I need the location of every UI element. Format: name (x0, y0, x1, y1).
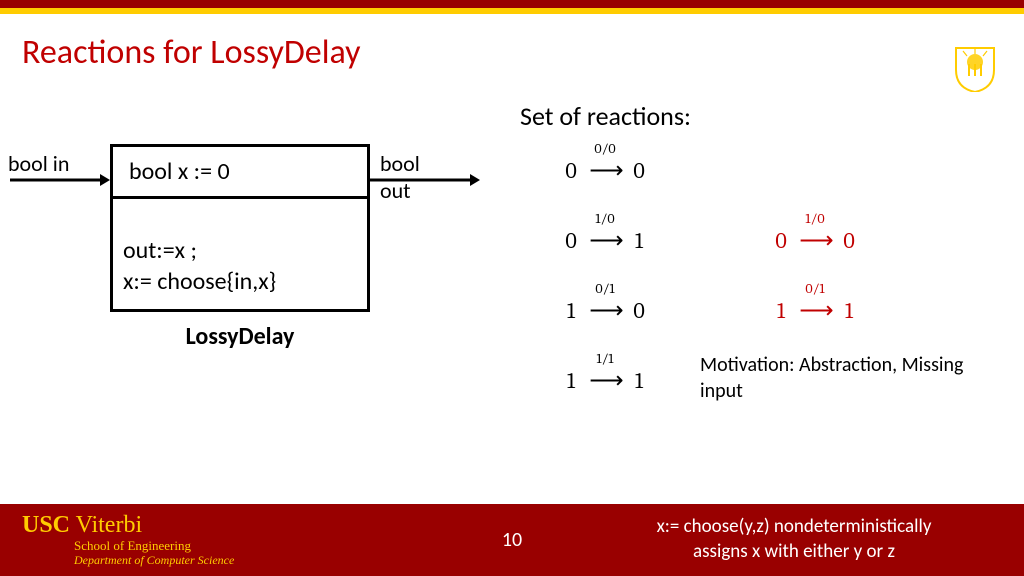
footer-note: x:= choose(y,z) nondeterministically ass… (594, 515, 994, 564)
state-from: 1 (560, 298, 582, 324)
usc-wordmark: USC (22, 512, 70, 538)
reaction-row: 10/1⟶010/1⟶1 (560, 276, 980, 346)
transition-arrow: 0/0⟶ (582, 158, 628, 184)
io-label: 0/0 (582, 140, 628, 157)
footer-note-l1: x:= choose(y,z) nondeterministically (594, 515, 994, 540)
footer-branding: USC Viterbi School of Engineering Depart… (0, 512, 234, 568)
state-to: 1 (628, 228, 650, 254)
box-line1: out:=x ; (123, 235, 357, 266)
viterbi-wordmark: Viterbi (70, 512, 142, 538)
usc-shield-icon (954, 46, 996, 92)
transition-arrow: 0/1⟶ (792, 298, 838, 324)
transition: 01/0⟶1 (560, 228, 680, 254)
box-line2: x:= choose{in,x} (123, 266, 357, 297)
state-from: 0 (560, 228, 582, 254)
arrow-icon: ⟶ (799, 226, 830, 254)
transition: 01/0⟶0 (770, 228, 890, 254)
transition: 11/1⟶1 (560, 368, 680, 394)
top-bar (0, 0, 1024, 8)
reaction-row: 01/0⟶101/0⟶0 (560, 206, 980, 276)
dept-name: Department of Computer Science (22, 554, 234, 568)
box-body: out:=x ; x:= choose{in,x} (113, 199, 367, 309)
arrow-out-icon (370, 170, 480, 190)
transition: 00/0⟶0 (560, 158, 680, 184)
state-to: 0 (628, 298, 650, 324)
reactions-heading: Set of reactions: (520, 100, 691, 132)
lossy-delay-diagram: bool in bool out bool x := 0 out:=x ; x:… (40, 144, 420, 351)
box-declaration: bool x := 0 (113, 147, 367, 199)
state-from: 1 (560, 368, 582, 394)
state-from: 0 (560, 158, 582, 184)
slide-title: Reactions for LossyDelay (0, 14, 1024, 73)
school-name: School of Engineering (22, 539, 234, 554)
state-from: 0 (770, 228, 792, 254)
transition-arrow: 1/0⟶ (792, 228, 838, 254)
reaction-row: 00/0⟶0 (560, 136, 980, 206)
io-label: 1/1 (582, 350, 628, 367)
footer-note-l2: assigns x with either y or z (594, 540, 994, 565)
arrow-icon: ⟶ (589, 226, 620, 254)
arrow-icon: ⟶ (799, 296, 830, 324)
state-to: 1 (628, 368, 650, 394)
state-to: 0 (838, 228, 860, 254)
state-to: 1 (838, 298, 860, 324)
transition: 10/1⟶1 (770, 298, 890, 324)
arrow-icon: ⟶ (589, 366, 620, 394)
arrow-icon: ⟶ (589, 296, 620, 324)
state-to: 0 (628, 158, 650, 184)
io-label: 0/1 (582, 280, 628, 297)
io-label: 0/1 (792, 280, 838, 297)
page-number: 10 (502, 528, 522, 552)
motivation-text: Motivation: Abstraction, Missing input (700, 352, 980, 404)
transition-arrow: 1/1⟶ (582, 368, 628, 394)
state-from: 1 (770, 298, 792, 324)
transition: 10/1⟶0 (560, 298, 680, 324)
component-box: bool x := 0 out:=x ; x:= choose{in,x} (110, 144, 370, 312)
footer-bar: USC Viterbi School of Engineering Depart… (0, 504, 1024, 576)
arrow-icon: ⟶ (589, 156, 620, 184)
io-label: 1/0 (792, 210, 838, 227)
io-label: 1/0 (582, 210, 628, 227)
arrow-in-icon (10, 170, 110, 190)
transition-arrow: 1/0⟶ (582, 228, 628, 254)
transition-arrow: 0/1⟶ (582, 298, 628, 324)
diagram-caption: LossyDelay (110, 312, 370, 351)
